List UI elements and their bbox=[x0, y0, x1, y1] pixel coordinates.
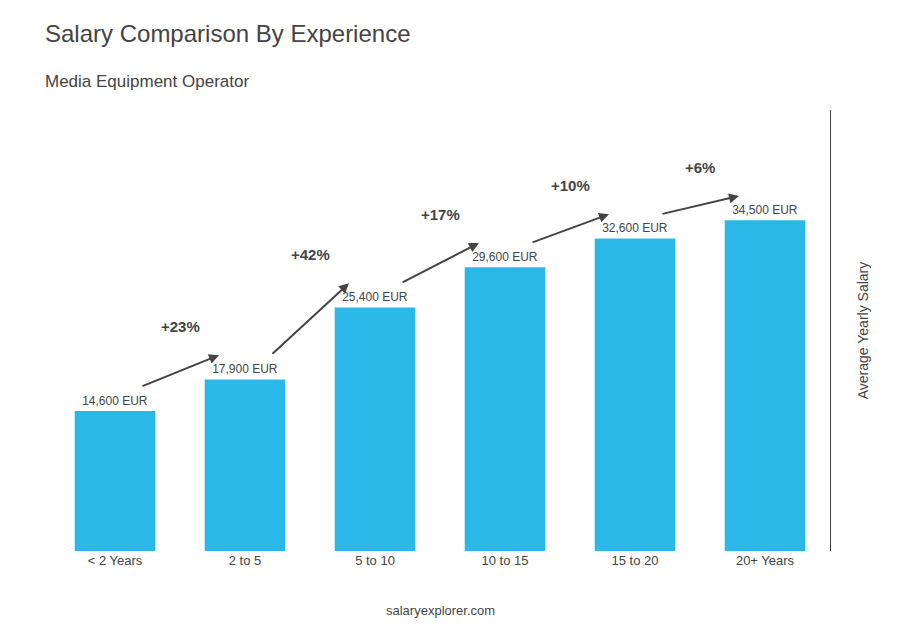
svg-text:Average Yearly Salary: Average Yearly Salary bbox=[855, 262, 871, 400]
svg-text:+10%: +10% bbox=[551, 177, 590, 194]
svg-text:32,600 EUR: 32,600 EUR bbox=[602, 221, 668, 235]
svg-text:< 2 Years: < 2 Years bbox=[88, 553, 143, 568]
svg-text:Media Equipment Operator: Media Equipment Operator bbox=[45, 72, 249, 91]
svg-text:Salary Comparison By Experienc: Salary Comparison By Experience bbox=[45, 20, 411, 47]
svg-text:25,400 EUR: 25,400 EUR bbox=[342, 290, 408, 304]
svg-text:+23%: +23% bbox=[161, 318, 200, 335]
svg-text:20+ Years: 20+ Years bbox=[736, 553, 795, 568]
svg-text:10 to 15: 10 to 15 bbox=[482, 553, 529, 568]
svg-text:15 to 20: 15 to 20 bbox=[612, 553, 659, 568]
svg-text:2 to 5: 2 to 5 bbox=[229, 553, 262, 568]
svg-text:34,500 EUR: 34,500 EUR bbox=[732, 203, 798, 217]
svg-text:salaryexplorer.com: salaryexplorer.com bbox=[386, 603, 495, 618]
svg-text:17,900 EUR: 17,900 EUR bbox=[212, 362, 278, 376]
svg-text:+17%: +17% bbox=[421, 206, 460, 223]
svg-text:14,600 EUR: 14,600 EUR bbox=[82, 394, 148, 408]
svg-text:+6%: +6% bbox=[685, 159, 715, 176]
svg-text:5 to 10: 5 to 10 bbox=[355, 553, 395, 568]
svg-text:29,600 EUR: 29,600 EUR bbox=[472, 250, 538, 264]
svg-text:+42%: +42% bbox=[291, 246, 330, 263]
